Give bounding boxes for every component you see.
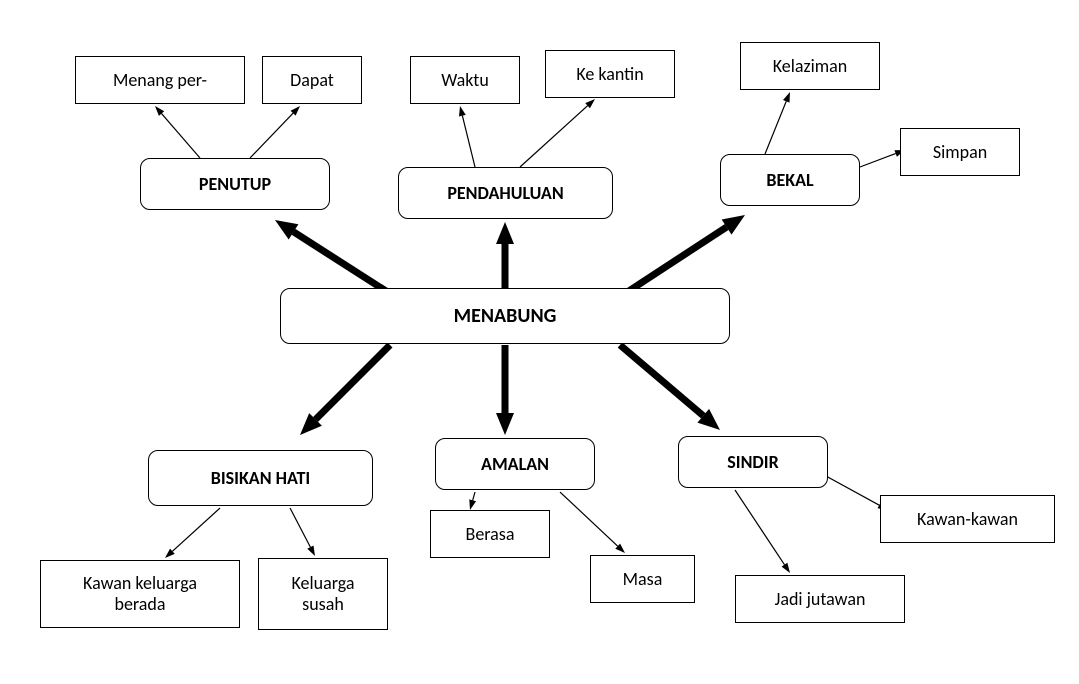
node-keluarga-susah: Keluargasusah	[258, 558, 388, 630]
node-root: MENABUNG	[280, 288, 730, 344]
node-sindir: SINDIR	[678, 436, 828, 488]
node-pendahuluan: PENDAHULUAN	[398, 167, 613, 219]
node-ke-kantin: Ke kantin	[545, 50, 675, 98]
node-jadi-jutawan: Jadi jutawan	[735, 575, 905, 623]
node-kelaziman: Kelaziman	[740, 42, 880, 90]
node-amalan: AMALAN	[435, 438, 595, 490]
node-kawan-kawan: Kawan-kawan	[880, 495, 1055, 543]
node-waktu: Waktu	[410, 56, 520, 104]
node-bisikan-hati: BISIKAN HATI	[148, 450, 373, 506]
node-berasa: Berasa	[430, 510, 550, 558]
node-kawan-keluarga-berada: Kawan keluargaberada	[40, 560, 240, 628]
node-simpan: Simpan	[900, 128, 1020, 176]
mindmap-canvas: MENABUNG PENUTUP PENDAHULUAN BEKAL BISIK…	[0, 0, 1079, 684]
node-penutup: PENUTUP	[140, 158, 330, 210]
node-masa: Masa	[590, 555, 695, 603]
node-dapat: Dapat	[262, 56, 362, 104]
node-menang-per: Menang per-	[75, 56, 245, 104]
node-bekal: BEKAL	[720, 154, 860, 206]
